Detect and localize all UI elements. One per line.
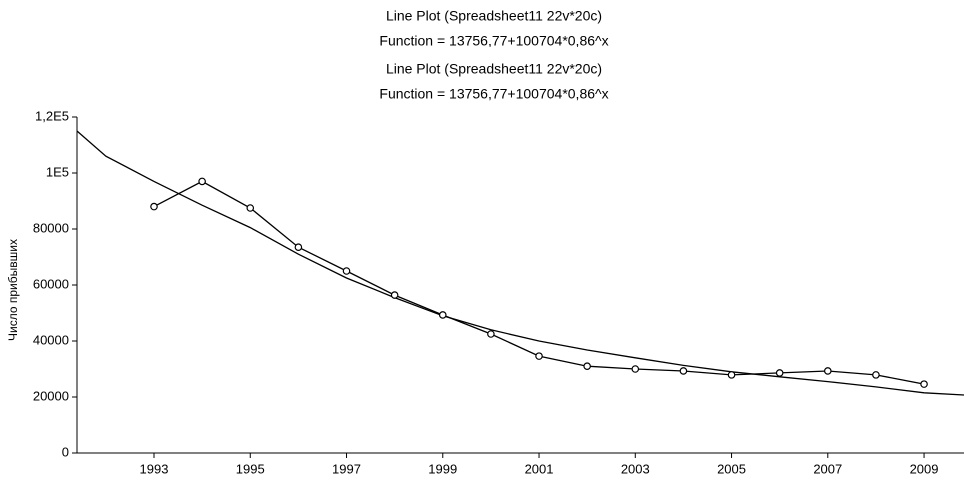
data-point [775, 369, 784, 377]
data-point [342, 267, 351, 275]
data-point [487, 330, 495, 338]
chart-title: Line Plot (Spreadsheet11 22v*20c) [386, 8, 602, 24]
y-tick-label: 1E5 [46, 164, 69, 179]
data-point [727, 371, 736, 379]
data-point [920, 380, 928, 388]
data-point [198, 177, 206, 186]
data-point [583, 362, 591, 371]
x-tick-label: 2005 [717, 461, 746, 476]
x-tick-label: 1999 [428, 461, 457, 476]
x-tick-label: 2001 [525, 461, 554, 476]
data-point [150, 202, 158, 211]
x-tick-label: 2007 [813, 461, 842, 476]
y-tick-label: 1,2E5 [35, 108, 69, 123]
x-tick-label: 1995 [236, 461, 265, 476]
chart-title: Line Plot (Spreadsheet11 22v*20c) [386, 61, 602, 77]
data-point [679, 367, 688, 375]
data-point [294, 243, 303, 252]
data-point [390, 291, 399, 299]
fit-curve [76, 130, 964, 396]
data-point [438, 311, 447, 319]
y-tick-label: 20000 [33, 388, 69, 403]
data-point [872, 371, 880, 379]
data-point [246, 204, 255, 212]
x-tick-label: 1993 [140, 461, 169, 476]
data-point [631, 365, 640, 373]
chart-subtitle: Function = 13756,77+100704*0,86^x [379, 33, 608, 49]
y-tick-label: 80000 [33, 220, 69, 235]
x-tick-label: 1997 [332, 461, 361, 476]
chart-subtitle: Function = 13756,77+100704*0,86^x [379, 86, 608, 102]
y-tick-label: 40000 [33, 332, 69, 347]
data-point [535, 352, 543, 360]
y-axis-label: Число прибывших [6, 239, 20, 341]
clipped-titles: Line Plot (Spreadsheet11 22v*20c) Functi… [379, 8, 608, 49]
y-tick-label: 60000 [33, 276, 69, 291]
y-tick-label: 0 [62, 444, 69, 459]
x-tick-label: 2009 [910, 461, 939, 476]
x-tick-label: 2003 [621, 461, 650, 476]
data-point [823, 367, 832, 375]
